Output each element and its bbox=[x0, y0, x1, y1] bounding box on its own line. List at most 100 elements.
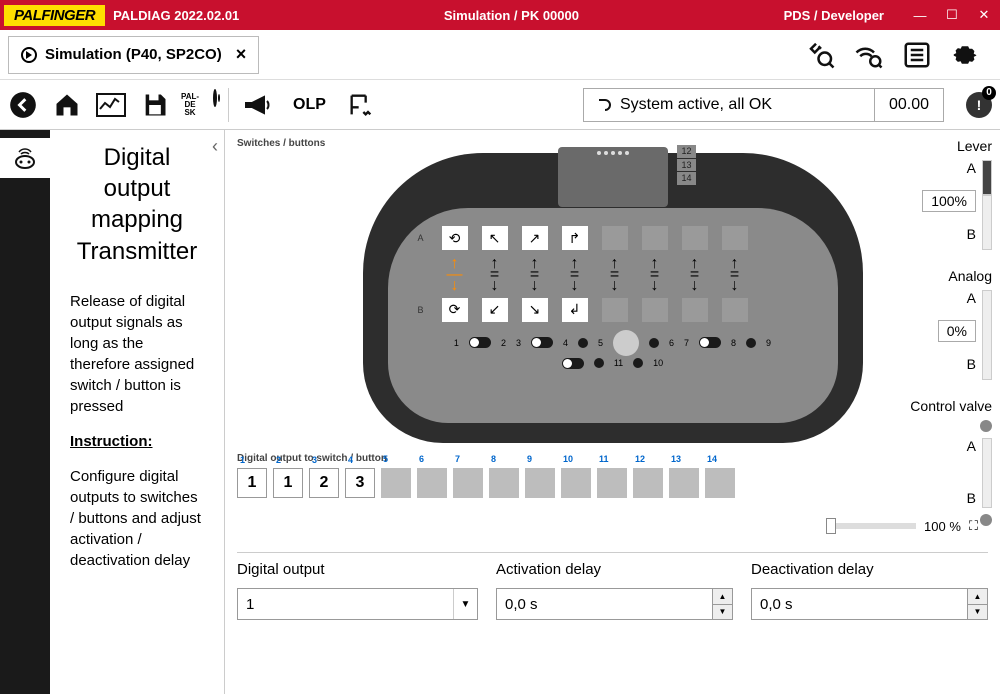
do-box-5[interactable]: 5 bbox=[381, 468, 411, 498]
col-activation: Activation delay bbox=[496, 561, 733, 578]
tx-button-a2[interactable]: ↖ bbox=[482, 226, 508, 250]
spin-down[interactable]: ▼ bbox=[968, 605, 987, 620]
alert-count: 0 bbox=[982, 86, 996, 100]
digital-output-select[interactable] bbox=[238, 589, 453, 619]
lever-5[interactable]: ↑=↓ bbox=[602, 258, 628, 292]
page-title: Digital output mapping Transmitter bbox=[70, 142, 204, 267]
col-digital-output: Digital output bbox=[237, 561, 478, 578]
switch-3[interactable] bbox=[699, 337, 721, 348]
description-text: Release of digital output signals as lon… bbox=[70, 291, 204, 417]
plug-search-icon[interactable] bbox=[806, 40, 836, 70]
zoom-control[interactable]: 100 % ⛶ bbox=[237, 518, 978, 534]
lever-a: A bbox=[922, 160, 976, 176]
content-area: Switches / buttons 12 13 14 A ⟲ ↖ ↗ ↱ bbox=[225, 130, 1000, 694]
wifi-search-icon[interactable] bbox=[854, 40, 884, 70]
gear-icon[interactable] bbox=[950, 40, 980, 70]
tab-close-icon[interactable]: × bbox=[236, 44, 247, 65]
tx-button-b2[interactable]: ↙ bbox=[482, 298, 508, 322]
switch-1[interactable] bbox=[469, 337, 491, 348]
col-deactivation: Deactivation delay bbox=[751, 561, 988, 578]
tx-button-a5[interactable] bbox=[602, 226, 628, 250]
chart-button[interactable] bbox=[96, 90, 126, 120]
lever-6[interactable]: ↑=↓ bbox=[642, 258, 668, 292]
dot-10[interactable] bbox=[633, 358, 643, 368]
close-button[interactable]: ✕ bbox=[968, 0, 1000, 30]
olp-button[interactable]: OLP bbox=[287, 92, 332, 118]
instruction-label: Instruction: bbox=[70, 433, 153, 450]
dot-6[interactable] bbox=[649, 338, 659, 348]
tx-button-a4[interactable]: ↱ bbox=[562, 226, 588, 250]
tx-button-b4[interactable]: ↲ bbox=[562, 298, 588, 322]
switch-2[interactable] bbox=[531, 337, 553, 348]
transmitter-display: 12 13 14 bbox=[558, 147, 668, 207]
deactivation-delay-input[interactable] bbox=[752, 589, 967, 619]
minimize-button[interactable]: — bbox=[904, 0, 936, 30]
window-title: Simulation / PK 00000 bbox=[239, 8, 783, 23]
spin-up[interactable]: ▲ bbox=[713, 589, 732, 605]
do-box-2[interactable]: 21 bbox=[273, 468, 303, 498]
do-box-3[interactable]: 32 bbox=[309, 468, 339, 498]
tx-button-a3[interactable]: ↗ bbox=[522, 226, 548, 250]
analog-a: A bbox=[938, 290, 976, 306]
lever-2[interactable]: ↑=↓ bbox=[482, 258, 508, 292]
do-box-7[interactable]: 7 bbox=[453, 468, 483, 498]
dot-5[interactable] bbox=[578, 338, 588, 348]
lever-b: B bbox=[922, 226, 976, 242]
tx-button-b1[interactable]: ⟳ bbox=[442, 298, 468, 322]
side-label: 14 bbox=[677, 172, 695, 185]
row-b-label: B bbox=[418, 305, 428, 315]
tx-button-a6[interactable] bbox=[642, 226, 668, 250]
app-title: PALDIAG 2022.02.01 bbox=[113, 8, 239, 23]
paldesk-button[interactable]: PAL-DESK bbox=[184, 90, 214, 120]
save-button[interactable] bbox=[140, 90, 170, 120]
tx-button-b8[interactable] bbox=[722, 298, 748, 322]
do-box-12[interactable]: 12 bbox=[633, 468, 663, 498]
dot-11[interactable] bbox=[594, 358, 604, 368]
do-box-11[interactable]: 11 bbox=[597, 468, 627, 498]
lever-7[interactable]: ↑=↓ bbox=[682, 258, 708, 292]
do-box-9[interactable]: 9 bbox=[525, 468, 555, 498]
list-icon[interactable] bbox=[902, 40, 932, 70]
tx-button-b6[interactable] bbox=[642, 298, 668, 322]
lever-4[interactable]: ↑=↓ bbox=[562, 258, 588, 292]
alert-badge[interactable]: !0 bbox=[966, 92, 992, 118]
cvalve-b: B bbox=[967, 490, 976, 506]
collapse-icon[interactable]: ‹ bbox=[212, 136, 218, 157]
tx-bottom-row: 12 34 5 6 78 9 bbox=[418, 330, 808, 356]
cvalve-dot-a bbox=[980, 420, 992, 432]
maximize-button[interactable]: ☐ bbox=[936, 0, 968, 30]
tx-button-b5[interactable] bbox=[602, 298, 628, 322]
tx-button-a7[interactable] bbox=[682, 226, 708, 250]
do-box-13[interactable]: 13 bbox=[669, 468, 699, 498]
horn-icon[interactable] bbox=[243, 90, 273, 120]
back-button[interactable] bbox=[8, 90, 38, 120]
do-box-14[interactable]: 14 bbox=[705, 468, 735, 498]
tx-button-a1[interactable]: ⟲ bbox=[442, 226, 468, 250]
play-icon bbox=[21, 47, 37, 63]
activation-delay-input[interactable] bbox=[497, 589, 712, 619]
dot-9[interactable] bbox=[746, 338, 756, 348]
big-button[interactable] bbox=[613, 330, 639, 356]
do-box-4[interactable]: 43 bbox=[345, 468, 375, 498]
switch-4[interactable] bbox=[562, 358, 584, 369]
spin-down[interactable]: ▼ bbox=[713, 605, 732, 620]
tx-button-a8[interactable] bbox=[722, 226, 748, 250]
tx-button-b3[interactable]: ↘ bbox=[522, 298, 548, 322]
do-box-1[interactable]: 11 bbox=[237, 468, 267, 498]
lever-1[interactable]: ↑—↓ bbox=[442, 258, 468, 292]
row-a-label: A bbox=[418, 233, 428, 243]
lever-8[interactable]: ↑=↓ bbox=[722, 258, 748, 292]
do-box-10[interactable]: 10 bbox=[561, 468, 591, 498]
analog-title: Analog bbox=[902, 268, 992, 284]
tab-simulation[interactable]: Simulation (P40, SP2CO) × bbox=[8, 36, 259, 74]
spin-up[interactable]: ▲ bbox=[968, 589, 987, 605]
home-button[interactable] bbox=[52, 90, 82, 120]
lever-3[interactable]: ↑=↓ bbox=[522, 258, 548, 292]
crane-icon[interactable] bbox=[346, 90, 376, 120]
vtab-transmitter[interactable] bbox=[0, 138, 50, 178]
do-box-8[interactable]: 8 bbox=[489, 468, 519, 498]
dropdown-icon[interactable]: ▼ bbox=[453, 589, 477, 619]
do-box-6[interactable]: 6 bbox=[417, 468, 447, 498]
tx-button-b7[interactable] bbox=[682, 298, 708, 322]
description-panel: ‹ Digital output mapping Transmitter Rel… bbox=[50, 130, 225, 694]
